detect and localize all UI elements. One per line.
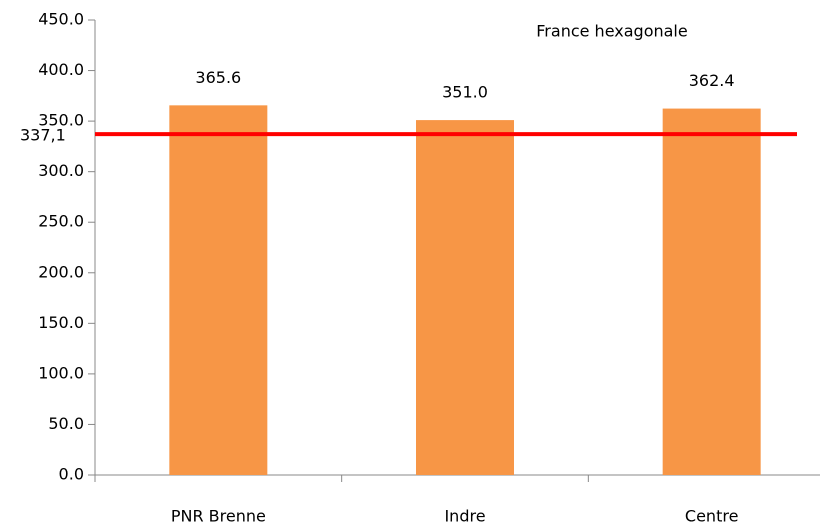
- x-tick-label: Centre: [685, 507, 739, 526]
- value-label: 365.6: [195, 68, 241, 87]
- value-label: 351.0: [442, 83, 488, 102]
- bar: [416, 120, 514, 475]
- y-tick-label: 50.0: [48, 414, 84, 433]
- reference-name: France hexagonale: [536, 22, 687, 41]
- y-tick-label: 350.0: [38, 111, 84, 130]
- bar: [662, 108, 761, 475]
- y-tick-label: 300.0: [38, 161, 84, 180]
- y-tick-label: 100.0: [38, 363, 84, 382]
- y-tick-label: 400.0: [38, 60, 84, 79]
- y-tick-label: 450.0: [38, 10, 84, 29]
- x-tick-label: Indre: [444, 507, 485, 526]
- x-tick-label: PNR Brenne: [171, 507, 266, 526]
- y-tick-label: 250.0: [38, 212, 84, 231]
- y-tick-label: 150.0: [38, 313, 84, 332]
- value-label: 362.4: [689, 71, 735, 90]
- reference-label: 337,1: [20, 126, 66, 145]
- y-tick-label: 0.0: [59, 465, 84, 484]
- bar: [169, 105, 268, 476]
- y-tick-label: 200.0: [38, 262, 84, 281]
